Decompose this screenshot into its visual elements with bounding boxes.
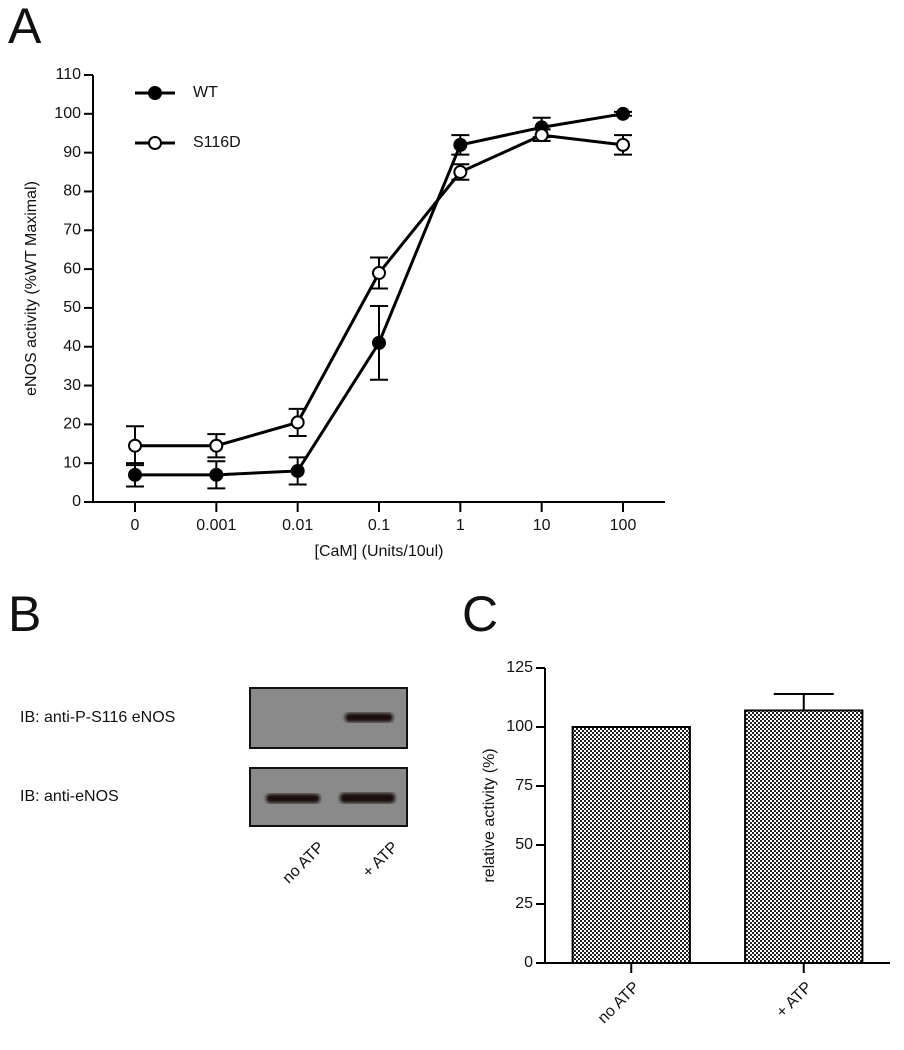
y-tick-label: 25 [515, 895, 533, 912]
y-axis-title: relative activity (%) [481, 748, 498, 882]
x-tick-label: 1 [456, 517, 465, 534]
y-tick-label: 90 [63, 144, 81, 161]
panel-label: A [8, 0, 42, 54]
y-tick-label: 100 [54, 105, 81, 122]
x-tick-label: + ATP [773, 979, 815, 1021]
legend-marker [148, 86, 162, 100]
x-tick-label: 10 [533, 517, 551, 534]
data-point [453, 165, 468, 180]
bar [571, 726, 691, 964]
y-tick-label: 0 [72, 493, 81, 510]
y-tick-label: 75 [515, 777, 533, 794]
x-tick-label: no ATP [595, 979, 643, 1027]
blot-band [340, 793, 395, 803]
y-tick-label: 60 [63, 260, 81, 277]
y-tick-label: 40 [63, 338, 81, 355]
data-point [209, 467, 224, 482]
data-point [128, 467, 142, 482]
panel-label: C [462, 586, 498, 642]
legend-label: S116D [193, 134, 241, 151]
y-tick-label: 80 [63, 183, 81, 200]
data-point [209, 438, 224, 453]
x-tick-label: 0.001 [196, 517, 236, 534]
blot-row-label: IB: anti-eNOS [20, 788, 119, 805]
data-point [372, 265, 386, 280]
y-tick-label: 100 [506, 718, 533, 735]
data-point [616, 137, 630, 152]
bar [744, 709, 864, 964]
data-point [453, 137, 468, 152]
y-tick-label: 30 [63, 377, 81, 394]
data-point [128, 438, 142, 453]
y-tick-label: 110 [55, 66, 81, 83]
data-point [372, 335, 386, 350]
blot-band [266, 794, 320, 803]
y-tick-label: 20 [63, 416, 81, 433]
x-tick-label: 0 [131, 517, 140, 534]
blot-row-label: IB: anti-P-S116 eNOS [20, 709, 175, 726]
y-tick-label: 70 [63, 221, 81, 238]
y-tick-label: 10 [63, 454, 81, 471]
x-tick-label: 0.01 [282, 517, 313, 534]
x-tick-label: 100 [610, 517, 637, 534]
data-point [290, 463, 305, 478]
x-axis-title: [CaM] (Units/10ul) [315, 543, 444, 560]
x-tick-label: 0.1 [368, 517, 390, 534]
y-tick-label: 125 [506, 659, 533, 676]
series-line [135, 133, 624, 448]
data-point [534, 128, 549, 143]
y-axis-title: eNOS activity (%WT Maximal) [23, 181, 40, 396]
data-point [290, 415, 305, 430]
legend-marker [148, 136, 162, 150]
data-point [616, 106, 630, 121]
series-line [135, 112, 624, 477]
y-tick-label: 50 [63, 299, 81, 316]
legend-label: WT [193, 84, 218, 101]
blot-lane-label: + ATP [359, 839, 401, 881]
y-tick-label: 0 [524, 954, 533, 971]
panel-label: B [8, 586, 41, 642]
y-tick-label: 50 [515, 836, 533, 853]
blot-band [345, 713, 393, 722]
blot-lane-label: no ATP [280, 839, 328, 887]
